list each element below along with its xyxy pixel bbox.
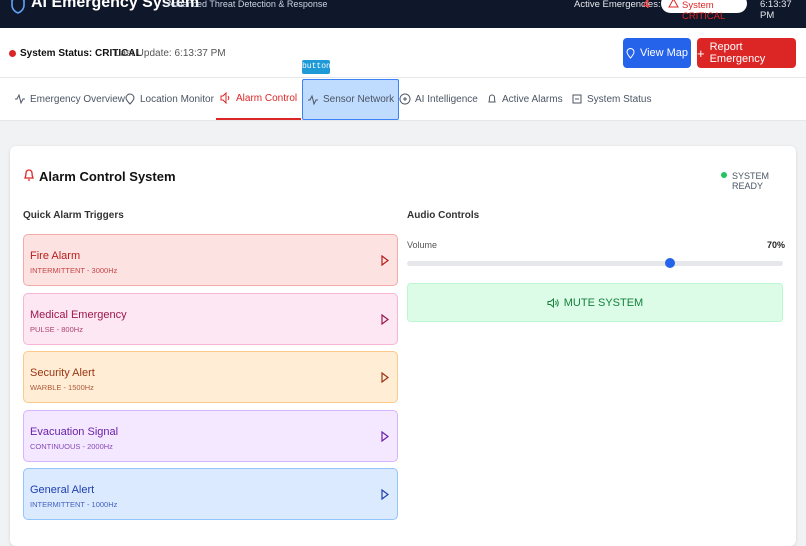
bell-icon — [23, 169, 35, 181]
alarm-name: Medical Emergency — [30, 308, 127, 321]
nav-tab[interactable]: System Status — [567, 78, 655, 120]
tab-bar: Emergency Overview Location Monitor Alarm … — [0, 78, 806, 121]
tab-label: Active Alarms — [502, 93, 563, 105]
play-icon — [381, 313, 389, 325]
nav-tab[interactable]: Location Monitor — [120, 78, 218, 120]
tab-icon — [399, 93, 411, 105]
tab-label: Sensor Network — [323, 94, 395, 105]
alarm-trigger[interactable]: Fire Alarm INTERMITTENT - 3000Hz — [23, 234, 398, 286]
system-status: System Status: CRITICAL — [20, 48, 142, 59]
alarm-trigger[interactable]: Medical Emergency PULSE - 800Hz — [23, 292, 398, 345]
volume-value: 70% — [767, 240, 786, 250]
audio-heading: Audio Controls — [407, 210, 480, 221]
triggers-heading: Quick Alarm Triggers — [23, 210, 124, 221]
alarm-name: Evacuation Signal — [30, 425, 119, 438]
tab-label: Location Monitor — [140, 93, 214, 105]
tab-label: Emergency Overview — [30, 93, 126, 105]
clock: 6:13:37 PM — [760, 0, 792, 21]
alarm-detail: WARBLE - 1500Hz — [30, 383, 94, 393]
alarm-name: Security Alert — [30, 367, 95, 380]
status-bar: System Status: CRITICAL Last Update: 6:1… — [0, 28, 806, 78]
alarm-detail: INTERMITTENT - 3000Hz — [30, 266, 118, 275]
shield-icon — [11, 0, 25, 14]
volume-label: Volume — [407, 240, 438, 250]
play-icon — [381, 489, 389, 501]
system-state: SYSTEM READY — [732, 171, 770, 191]
nav-tab[interactable]: Sensor Network — [302, 79, 400, 120]
last-update: Last Update: 6:13:37 PM — [115, 48, 226, 59]
play-icon — [381, 255, 389, 266]
nav-tab[interactable]: Active Alarms — [482, 78, 567, 120]
alarm-name: General Alert — [30, 484, 95, 497]
alarm-name: Fire Alarm — [30, 250, 81, 262]
tab-icon — [572, 94, 582, 104]
panel-title: Alarm Control System — [39, 169, 176, 184]
alarm-detail: CONTINUOUS - 2000Hz — [30, 441, 113, 451]
app-subtitle: Advanced Threat Detection & Response — [167, 0, 328, 9]
alarm-trigger[interactable]: Security Alert WARBLE - 1500Hz — [23, 351, 398, 404]
emergencies-count: 4 — [643, 0, 650, 11]
mute-label: MUTE SYSTEM — [563, 296, 644, 309]
top-header: AI Emergency System Advanced Threat Dete… — [0, 0, 806, 28]
button-label: Report Emergency — [709, 41, 766, 65]
alarm-panel: Alarm Control System SYSTEM READY Quick … — [10, 146, 796, 546]
ready-dot — [721, 172, 727, 178]
alarm-detail: INTERMITTENT - 1000Hz — [30, 500, 118, 510]
tab-icon — [220, 92, 230, 104]
volume-thumb[interactable] — [665, 258, 676, 268]
alarm-detail: PULSE - 800Hz — [30, 324, 83, 334]
tab-label: System Status — [587, 93, 652, 105]
emergencies-label: Active Emergencies: — [574, 0, 661, 10]
button-label: View Map — [639, 47, 689, 59]
volume-slider[interactable] — [407, 258, 783, 268]
status-badge-text: System CRITICAL — [682, 0, 726, 22]
tab-label: AI Intelligence — [415, 93, 478, 105]
tab-icon — [488, 94, 496, 103]
app-title: AI Emergency System — [31, 0, 200, 11]
tab-icon — [15, 93, 25, 105]
report-emergency-button[interactable]: + Report Emergency — [697, 38, 796, 68]
plus-icon: + — [697, 45, 705, 61]
status-dot — [9, 50, 16, 57]
nav-tab[interactable]: AI Intelligence — [395, 78, 482, 120]
alarm-trigger[interactable]: General Alert INTERMITTENT - 1000Hz — [23, 468, 398, 521]
play-icon — [381, 430, 389, 442]
nav-tab[interactable]: Alarm Control — [216, 78, 302, 120]
nav-tab[interactable]: Emergency Overview — [10, 78, 129, 120]
tooltip: button — [302, 60, 331, 74]
play-icon — [381, 372, 389, 384]
tab-icon — [308, 94, 318, 105]
tab-label: Alarm Control — [236, 92, 298, 104]
tab-icon — [125, 93, 135, 105]
alarm-trigger[interactable]: Evacuation Signal CONTINUOUS - 2000Hz — [23, 409, 398, 462]
view-map-button[interactable]: View Map — [623, 38, 691, 68]
mute-button[interactable]: MUTE SYSTEM — [407, 283, 783, 322]
status-badge: System CRITICAL — [661, 0, 747, 22]
